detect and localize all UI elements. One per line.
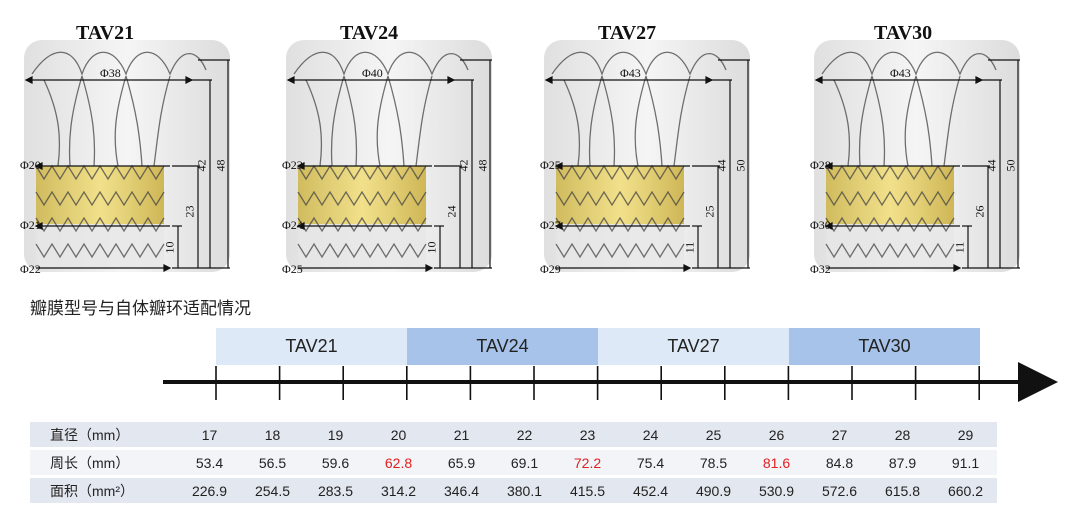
base-diameter-label: Φ25 [282, 262, 303, 276]
table-cell: 24 [619, 422, 682, 447]
table-row-diameter: 直径（mm） 17 18 19 20 21 22 23 24 25 26 27 28 29 [30, 422, 997, 447]
low-diameter-label: Φ21 [20, 218, 41, 232]
table-cell: 69.1 [493, 450, 556, 475]
size-axis [163, 362, 1058, 402]
height-frame-label: 42 [194, 159, 209, 172]
top-diameter-label: Φ40 [362, 66, 383, 80]
valve-model-title: TAV27 [598, 22, 657, 44]
row-label: 周长（mm） [30, 450, 178, 475]
top-diameter-label: Φ43 [620, 66, 641, 80]
height-total-label: 50 [1003, 159, 1018, 172]
height-low-label: 10 [162, 241, 177, 254]
height-frame-label: 42 [456, 159, 471, 172]
table-cell: 346.4 [430, 478, 493, 503]
valve-model-title: TAV21 [76, 22, 135, 44]
table-cell: 452.4 [619, 478, 682, 503]
valve-model-title: TAV24 [340, 22, 399, 44]
annulus-fit-table: 直径（mm） 17 18 19 20 21 22 23 24 25 26 27 28 29 周长（mm）… [30, 419, 997, 506]
table-cell: 81.6 [745, 450, 808, 475]
height-total-label: 50 [733, 159, 748, 172]
table-cell: 91.1 [934, 450, 997, 475]
valve-frame-image [544, 40, 750, 272]
table-cell: 380.1 [493, 478, 556, 503]
base-diameter-label: Φ29 [540, 262, 561, 276]
table-cell: 415.5 [556, 478, 619, 503]
table-cell: 22 [493, 422, 556, 447]
table-cell: 226.9 [178, 478, 241, 503]
table-row-area: 面积（mm²） 226.9 254.5 283.5 314.2 346.4 380.1 41… [30, 478, 997, 503]
table-cell: 615.8 [871, 478, 934, 503]
table-cell: 27 [808, 422, 871, 447]
table-cell: 26 [745, 422, 808, 447]
table-cell: 25 [682, 422, 745, 447]
axis-ticks [215, 366, 981, 400]
table-cell: 17 [178, 422, 241, 447]
table-cell: 21 [430, 422, 493, 447]
mid-diameter-label: Φ28 [810, 158, 831, 172]
table-cell: 29 [934, 422, 997, 447]
height-low-label: 10 [424, 241, 439, 254]
table-cell: 530.9 [745, 478, 808, 503]
band-tav24: TAV24 [407, 328, 598, 365]
table-cell: 72.2 [556, 450, 619, 475]
section-title: 瓣膜型号与自体瓣环适配情况 [30, 299, 251, 319]
table-cell: 490.9 [682, 478, 745, 503]
table-cell: 59.6 [304, 450, 367, 475]
top-diameter-label: Φ38 [100, 66, 121, 80]
height-mid-label: 23 [182, 205, 197, 218]
valve-panel-3: TAV27 Φ43 Φ25 Φ27 Φ29 11 25 44 50 [540, 18, 792, 280]
table-cell: 62.8 [367, 450, 430, 475]
row-label: 面积（mm²） [30, 478, 178, 503]
mid-diameter-label: Φ25 [540, 158, 561, 172]
base-diameter-label: Φ22 [20, 262, 41, 276]
height-total-label: 48 [213, 159, 228, 172]
table-cell: 660.2 [934, 478, 997, 503]
valve-model-title: TAV30 [874, 22, 933, 44]
mid-diameter-label: Φ23 [282, 158, 303, 172]
height-mid-label: 26 [972, 205, 987, 218]
valve-panel-4: TAV30 Φ43 Φ28 Φ30 Φ32 11 26 44 50 [810, 18, 1062, 280]
table-cell: 572.6 [808, 478, 871, 503]
table-cell: 53.4 [178, 450, 241, 475]
low-diameter-label: Φ24 [282, 218, 303, 232]
valve-frame-image [814, 40, 1020, 272]
table-cell: 254.5 [241, 478, 304, 503]
table-cell: 18 [241, 422, 304, 447]
base-diameter-label: Φ32 [810, 262, 831, 276]
height-mid-label: 24 [444, 205, 459, 218]
table-cell: 87.9 [871, 450, 934, 475]
mid-diameter-label: Φ20 [20, 158, 41, 172]
table-cell: 65.9 [430, 450, 493, 475]
table-cell: 84.8 [808, 450, 871, 475]
band-tav21: TAV21 [216, 328, 407, 365]
height-frame-label: 44 [984, 159, 999, 172]
table-cell: 20 [367, 422, 430, 447]
valve-panel-2: TAV24 Φ40 Φ23 Φ24 Φ25 10 24 42 48 [282, 18, 534, 280]
top-diameter-label: Φ43 [890, 66, 911, 80]
valve-panel-1: TAV21 Φ38 Φ20 Φ21 Φ22 10 23 42 48 [20, 18, 272, 280]
table-cell: 314.2 [367, 478, 430, 503]
band-tav30: TAV30 [789, 328, 980, 365]
table-cell: 283.5 [304, 478, 367, 503]
row-label: 直径（mm） [30, 422, 178, 447]
height-low-label: 11 [682, 241, 697, 254]
table-cell: 28 [871, 422, 934, 447]
table-cell: 23 [556, 422, 619, 447]
height-frame-label: 44 [714, 159, 729, 172]
table-cell: 19 [304, 422, 367, 447]
band-tav27: TAV27 [598, 328, 789, 365]
height-mid-label: 25 [702, 205, 717, 218]
height-total-label: 48 [475, 159, 490, 172]
height-low-label: 11 [952, 241, 967, 254]
low-diameter-label: Φ30 [810, 218, 831, 232]
valve-frame-image [24, 40, 230, 272]
low-diameter-label: Φ27 [540, 218, 561, 232]
table-cell: 75.4 [619, 450, 682, 475]
table-cell: 56.5 [241, 450, 304, 475]
table-cell: 78.5 [682, 450, 745, 475]
table-row-circumference: 周长（mm） 53.4 56.5 59.6 62.8 65.9 69.1 72.2 75.4 7… [30, 450, 997, 475]
valve-frame-image [286, 40, 492, 272]
